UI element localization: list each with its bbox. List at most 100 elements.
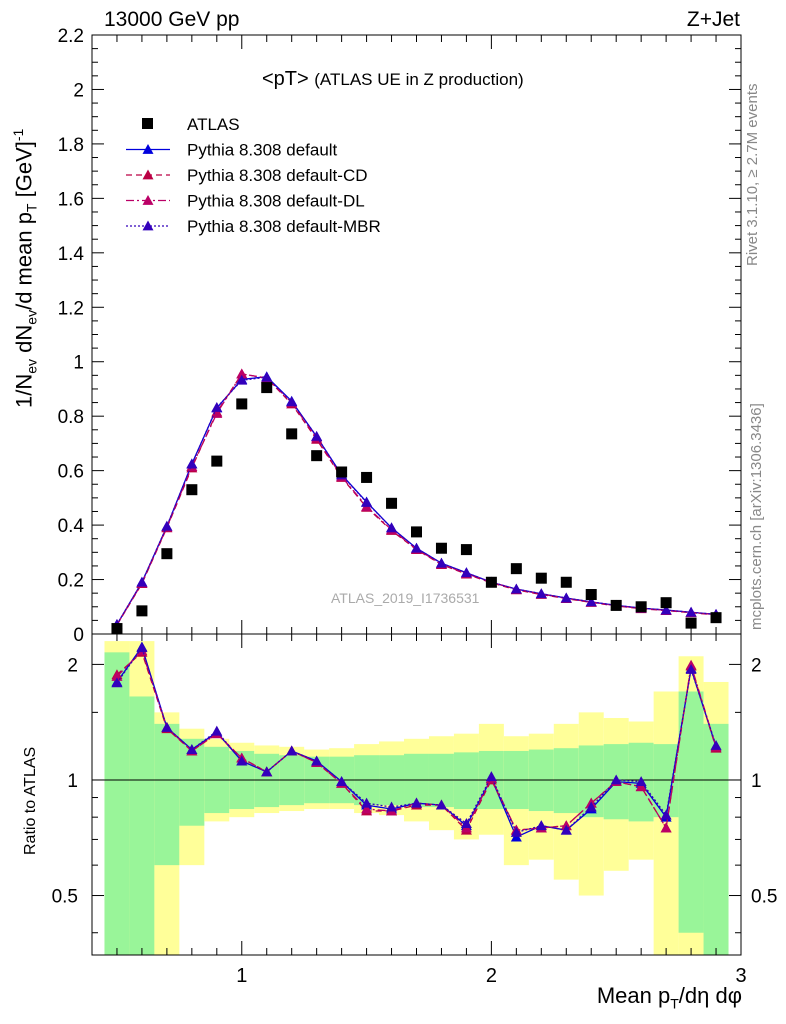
series-point-4 xyxy=(660,604,672,615)
ratio-uncertainty-bands xyxy=(104,641,729,955)
data-point-atlas xyxy=(560,576,572,588)
watermark: ATLAS_2019_I1736531 xyxy=(331,590,480,606)
ratio-point-3 xyxy=(361,803,373,814)
plot-title-main: <pT> xyxy=(262,68,309,90)
series-point-3 xyxy=(236,368,248,379)
series-point-4 xyxy=(460,567,472,578)
series-point-4 xyxy=(311,430,323,441)
ratio-point-4 xyxy=(460,818,472,828)
legend-marker-1 xyxy=(142,144,154,154)
y-tick-label-ratio: 1 xyxy=(67,771,78,792)
y-tick-label-main: 1.2 xyxy=(58,298,84,319)
series-line-2 xyxy=(116,373,717,626)
x-axis-label: Mean pT/dη dφ xyxy=(596,983,742,1012)
ratio-point-4 xyxy=(386,801,398,812)
series-point-3 xyxy=(211,407,223,418)
x-tick-label: 3 xyxy=(735,965,746,987)
legend-marker-4 xyxy=(142,220,154,231)
data-point-atlas xyxy=(186,484,198,496)
data-point-atlas xyxy=(361,471,373,483)
ratio-point-4 xyxy=(186,744,198,754)
ratio-point-3 xyxy=(660,822,672,833)
series-point-4 xyxy=(386,522,398,533)
y-tick-label-main: 0.8 xyxy=(58,407,84,428)
ratio-point-3 xyxy=(635,781,647,792)
legend-label-1: Pythia 8.308 default xyxy=(187,141,338,160)
data-point-atlas xyxy=(286,428,298,440)
series-point-4 xyxy=(510,583,522,594)
y-tick-label-main: 0.4 xyxy=(58,516,85,537)
y-tick-label-main: 1.6 xyxy=(58,189,84,210)
data-point-atlas xyxy=(336,466,348,478)
data-point-atlas xyxy=(710,612,722,624)
ratio-point-4 xyxy=(710,739,722,750)
legend-label-3: Pythia 8.308 default-DL xyxy=(187,192,365,211)
plot-title-sub: (ATLAS UE in Z production) xyxy=(314,70,524,89)
side-note-rivet: Rivet 3.1.10, ≥ 2.7M events xyxy=(744,83,761,267)
ratio-series-layer xyxy=(111,641,722,842)
data-point-atlas xyxy=(311,450,323,462)
legend-label-2: Pythia 8.308 default-CD xyxy=(187,166,368,185)
ratio-point-4 xyxy=(286,745,298,756)
data-point-atlas xyxy=(660,597,672,609)
series-point-4 xyxy=(186,458,198,469)
data-point-atlas xyxy=(485,576,497,588)
data-point-atlas xyxy=(685,617,697,629)
y-tick-label-ratio: 2 xyxy=(67,655,78,676)
series-point-4 xyxy=(261,371,273,382)
ratio-point-4 xyxy=(361,797,373,808)
data-point-atlas xyxy=(236,398,248,410)
band-inner xyxy=(154,723,180,866)
ratio-point-4 xyxy=(535,820,547,831)
y-tick-label-main: 1 xyxy=(73,353,84,374)
ratio-point-4 xyxy=(635,776,647,787)
legend: ATLAS Pythia 8.308 default Pythia 8.308 de… xyxy=(126,115,381,236)
series-line-4 xyxy=(116,376,717,625)
ratio-point-4 xyxy=(585,801,597,812)
y-tick-label-main: 0.2 xyxy=(58,571,84,592)
header-left: 13000 GeV pp xyxy=(104,8,240,31)
data-point-atlas xyxy=(411,526,422,538)
ratio-point-4 xyxy=(261,766,273,777)
series-point-4 xyxy=(286,396,298,407)
y-tick-label-main: 2.2 xyxy=(58,26,84,47)
data-point-atlas xyxy=(111,623,123,635)
data-point-atlas xyxy=(435,542,447,554)
ratio-point-4 xyxy=(610,774,622,785)
y-tick-label-ratio: 0.5 xyxy=(52,887,78,908)
data-point-atlas xyxy=(161,548,173,560)
ratio-point-4 xyxy=(660,809,672,820)
ratio-point-4 xyxy=(510,826,522,837)
y-axis-label-main: 1/Nev dNev/d mean pT [GeV]-1 xyxy=(10,128,40,408)
band-inner xyxy=(553,748,579,814)
legend-label-4: Pythia 8.308 default-MBR xyxy=(187,217,381,236)
series-point-4 xyxy=(685,606,697,617)
ratio-point-4 xyxy=(136,642,148,653)
legend-marker-3 xyxy=(142,195,154,205)
ratio-point-4 xyxy=(485,771,497,782)
data-point-atlas xyxy=(635,601,647,613)
band-inner xyxy=(703,723,729,955)
series-point-4 xyxy=(535,588,547,599)
y-tick-label-main: 1.8 xyxy=(58,135,84,156)
band-inner xyxy=(678,691,704,933)
band-inner xyxy=(104,652,130,955)
y-tick-label-ratio-right: 2 xyxy=(751,655,762,676)
ratio-point-4 xyxy=(411,797,422,808)
data-point-atlas xyxy=(460,544,472,556)
ratio-point-4 xyxy=(685,663,697,674)
y-axis-label-ratio: Ratio to ATLAS xyxy=(22,746,39,855)
series-point-4 xyxy=(161,520,173,531)
legend-marker-atlas xyxy=(142,118,153,129)
data-point-atlas xyxy=(585,589,597,601)
series-point-4 xyxy=(361,496,373,507)
series-point-4 xyxy=(560,592,572,603)
ratio-point-4 xyxy=(435,799,447,810)
ratio-panel-frame: 1 2 3 0.5 0.5 1 1 2 2 xyxy=(52,633,777,987)
ratio-point-4 xyxy=(111,677,123,688)
series-point-4 xyxy=(236,374,248,385)
y-tick-label-main: 0.6 xyxy=(58,462,84,483)
series-point-4 xyxy=(411,542,422,553)
ratio-point-4 xyxy=(236,755,248,766)
data-point-atlas xyxy=(136,605,148,617)
